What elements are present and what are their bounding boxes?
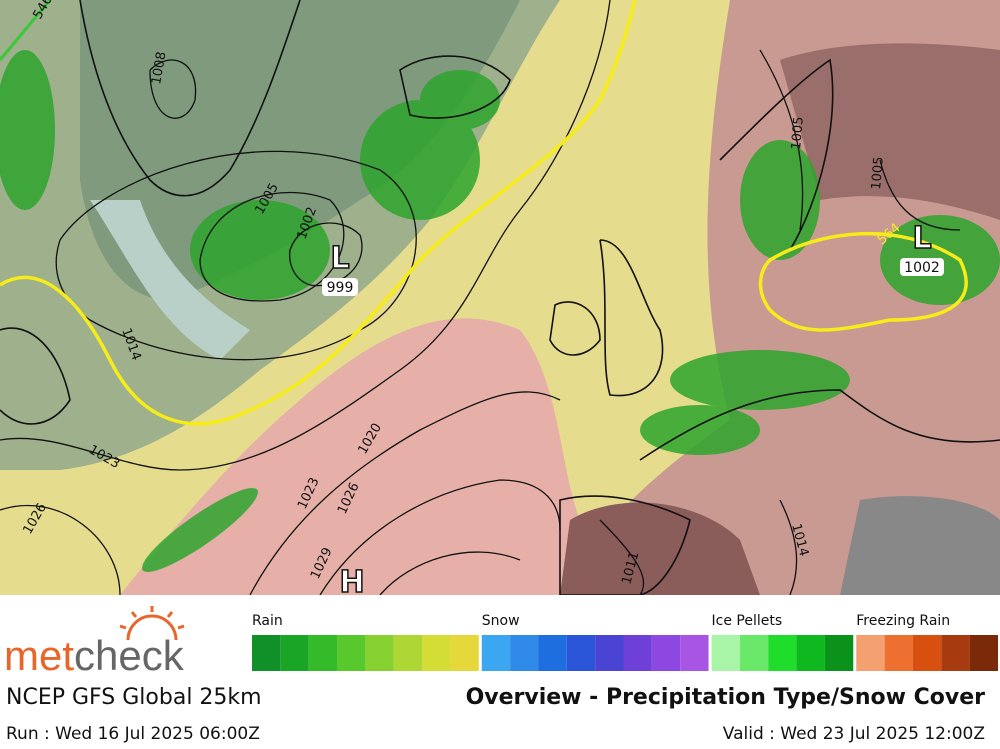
- legend-swatch: [768, 635, 797, 671]
- snow-cover: [90, 200, 250, 360]
- map: 1008 1005 1002 1014 1023 1026 1020 1023 …: [0, 0, 1000, 601]
- high-symbol: H: [339, 565, 364, 600]
- legend-swatch: [393, 635, 423, 671]
- legend-swatch: [796, 635, 825, 671]
- logo: metcheck: [4, 632, 185, 679]
- label-box: [900, 258, 944, 276]
- isobar-label: 1005: [789, 116, 807, 150]
- legend-swatch: [856, 635, 885, 671]
- legend-swatch: [711, 635, 740, 671]
- legend-swatch: [941, 635, 970, 671]
- legend-swatch: [252, 635, 281, 671]
- legend-label: Freezing Rain: [856, 613, 950, 629]
- legend-swatch: [595, 635, 624, 671]
- isobars: [0, 0, 968, 596]
- legend-swatch: [510, 635, 539, 671]
- legend-swatch: [824, 635, 854, 671]
- legend-swatch: [450, 635, 479, 671]
- legend-swatch: [365, 635, 394, 671]
- logo-part: check: [74, 632, 185, 679]
- valid-time: Valid : Wed 23 Jul 2025 12:00Z: [723, 724, 985, 744]
- legend-swatch: [912, 635, 942, 671]
- logo-sun: [119, 606, 185, 641]
- label-box: [322, 278, 358, 296]
- low-value: 1002: [904, 260, 940, 276]
- cold-airmass: [80, 0, 520, 300]
- low-symbol: L: [912, 221, 931, 256]
- hot-core: [780, 43, 1000, 220]
- legend-swatch: [651, 635, 681, 671]
- footer: metcheck Rain Snow Ice Pellets Freezing Rai…: [0, 595, 1000, 749]
- legend-swatch: [884, 635, 913, 671]
- mountain-snow: [840, 496, 1000, 595]
- legend-swatch: [623, 635, 652, 671]
- legend-label: Ice Pellets: [712, 613, 783, 629]
- run-time: Run : Wed 16 Jul 2025 06:00Z: [6, 724, 260, 744]
- legend-swatch: [308, 635, 338, 671]
- low-symbol: L: [330, 241, 349, 276]
- legend: Rain Snow Ice Pellets Freezing Rain: [252, 613, 998, 671]
- legend-swatch: [337, 635, 366, 671]
- legend-swatch: [566, 635, 596, 671]
- pressure-centers: L 999 L 1002 H: [322, 220, 944, 601]
- iberia-heat: [560, 502, 760, 595]
- map-title: Overview - Precipitation Type/Snow Cover: [466, 685, 986, 710]
- legend-swatch: [969, 635, 998, 671]
- isobar-label: 1005: [869, 156, 887, 190]
- low-value: 999: [327, 280, 354, 296]
- legend-swatch: [280, 635, 309, 671]
- legend-swatch: [422, 635, 451, 671]
- warm-airmass: [120, 318, 620, 595]
- legend-label: Snow: [482, 613, 520, 629]
- coastlines: [0, 0, 1000, 596]
- logo-part: met: [4, 632, 74, 679]
- legend-swatch: [680, 635, 709, 671]
- legend-swatch: [481, 635, 511, 671]
- legend-swatch: [739, 635, 769, 671]
- legend-label: Rain: [252, 613, 283, 629]
- legend-swatch: [538, 635, 567, 671]
- model-name: NCEP GFS Global 25km: [6, 685, 262, 710]
- isobar-label: 1008: [149, 50, 170, 85]
- rain-areas: [0, 50, 1000, 572]
